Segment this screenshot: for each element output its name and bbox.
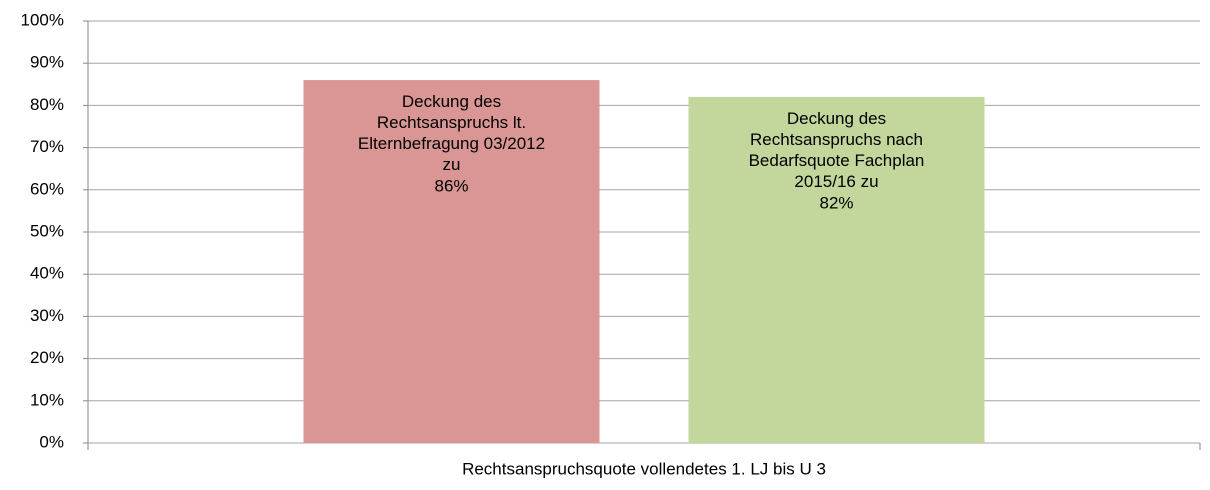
y-tick-label: 10% (30, 390, 64, 409)
x-tick-label: Rechtsanspruchsquote vollendetes 1. LJ b… (462, 459, 826, 478)
data-label-value: 86% (434, 177, 468, 196)
data-label-value: 82% (819, 193, 853, 212)
y-tick-label: 50% (30, 221, 64, 240)
y-tick-label: 60% (30, 179, 64, 198)
data-label-name: Deckung des Rechtsanspruchs lt. Elternbefr… (358, 93, 545, 175)
y-tick-label: 30% (30, 306, 64, 325)
y-tick-label: 100% (21, 10, 64, 29)
data-label-name: Deckung des Rechtsanspruchs nach Bedarfsqu… (749, 109, 925, 191)
y-tick-label: 70% (30, 137, 64, 156)
y-tick-label: 20% (30, 348, 64, 367)
bar (688, 96, 985, 444)
y-tick-label: 80% (30, 95, 64, 114)
y-tick-label: 0% (39, 432, 64, 451)
bar (303, 80, 600, 443)
y-tick-label: 40% (30, 264, 64, 283)
y-tick-label: 90% (30, 53, 64, 72)
